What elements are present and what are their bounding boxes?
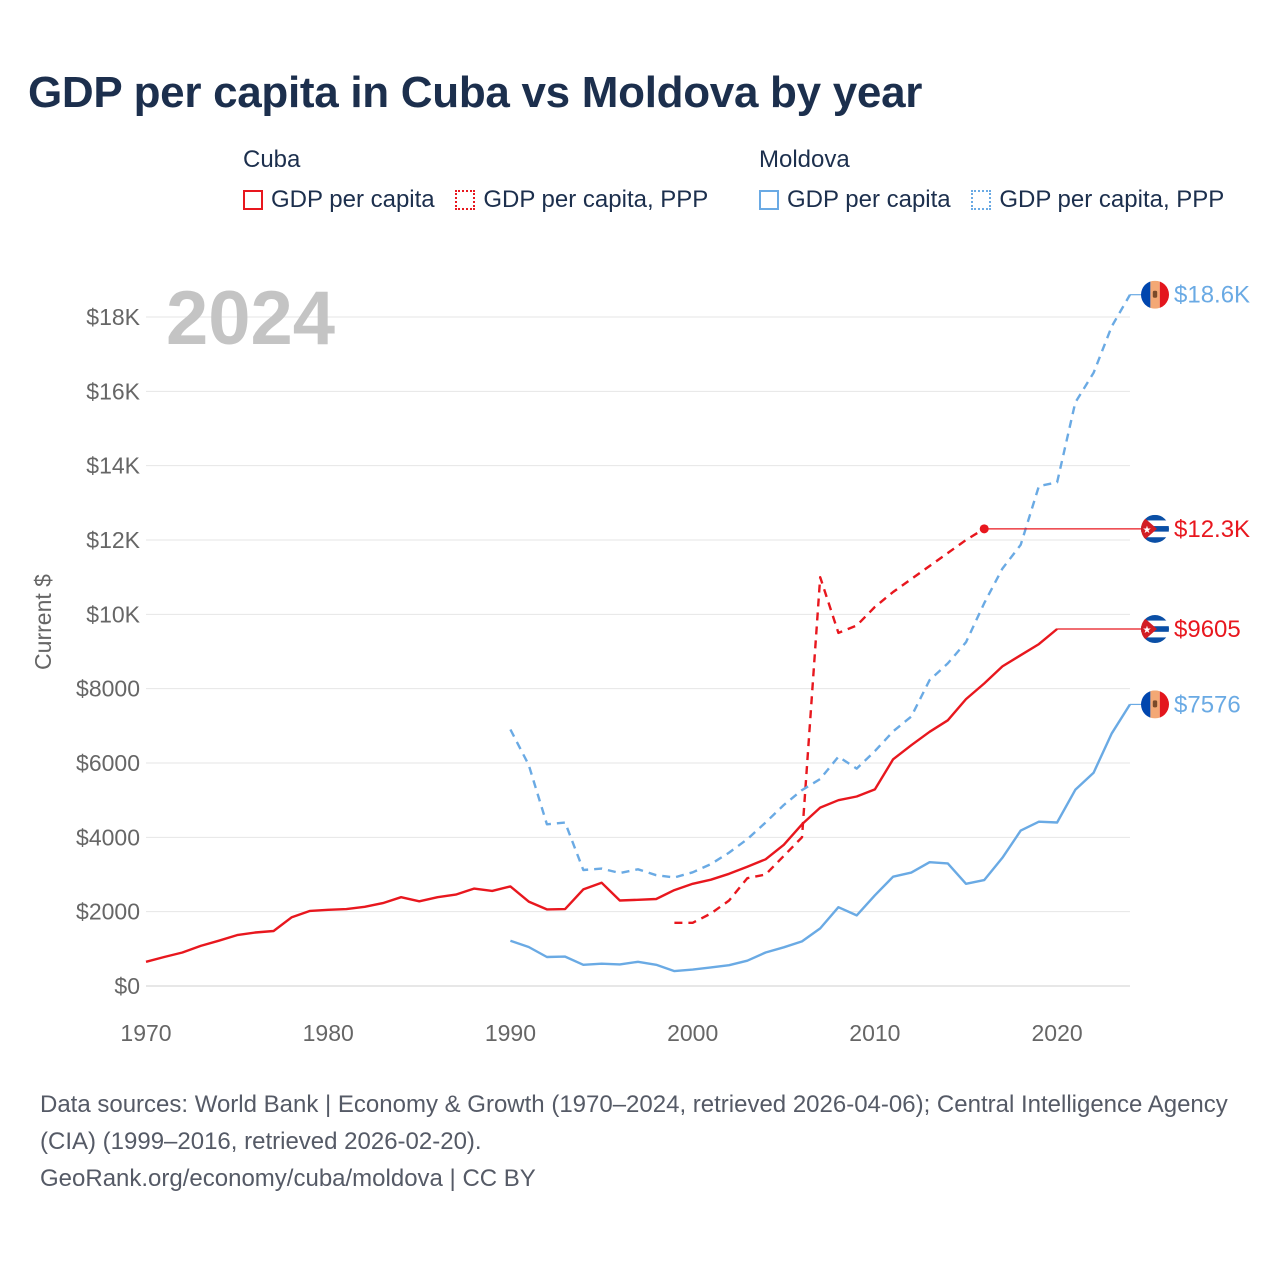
y-tick-label: $10K	[86, 601, 140, 627]
x-tick-label: 1980	[303, 1020, 354, 1046]
legend-moldova-name: Moldova	[759, 146, 850, 173]
series-line-cuba-gdp	[145, 628, 1058, 963]
moldova-flag-icon	[1141, 690, 1169, 719]
moldova-flag-icon	[1141, 280, 1169, 309]
legend-moldova-gdp-swatch	[759, 190, 779, 210]
x-tick-label: 2020	[1032, 1020, 1083, 1046]
svg-text:★: ★	[1143, 625, 1152, 636]
x-axis: 1970 1980 1990 2000 2010 2020	[120, 1020, 1082, 1046]
data-sources: Data sources: World Bank | Economy & Gro…	[40, 1091, 1228, 1155]
source-note: Data sources: World Bank | Economy & Gro…	[40, 1086, 1250, 1197]
legend-moldova-ppp-swatch	[971, 190, 992, 210]
grid-lines	[146, 316, 1130, 987]
legend-moldova-ppp-label: GDP per capita, PPP	[999, 186, 1225, 213]
cuba-flag-icon: ★	[1141, 514, 1169, 543]
x-tick-label: 1970	[120, 1020, 171, 1046]
y-axis: $0 $2000 $4000 $6000 $8000 $10K $12K $14K $16K $1…	[76, 304, 141, 999]
series-end-value: $7576	[1174, 691, 1241, 718]
series-end-point	[979, 524, 989, 534]
legend-cuba-ppp-swatch	[455, 190, 476, 210]
legend-moldova: Moldova GDP per capita GDP per capita, P…	[759, 146, 1238, 217]
credit-link[interactable]: GeoRank.org/economy/cuba/moldova | CC BY	[40, 1165, 536, 1192]
legend-cuba-gdp-swatch	[243, 190, 263, 210]
legend-cuba-name: Cuba	[243, 146, 301, 173]
series-lines	[145, 294, 1132, 973]
y-tick-label: $4000	[76, 824, 140, 850]
legend-moldova-gdp[interactable]: GDP per capita	[759, 186, 951, 214]
legend-cuba: Cuba GDP per capita GDP per capita, PPP	[243, 146, 722, 217]
year-overlay: 2024	[166, 276, 335, 361]
y-tick-label: $18K	[86, 304, 140, 330]
series-line-cuba-ppp	[674, 527, 985, 924]
series-line-moldova-gdp	[510, 703, 1132, 973]
y-tick-label: $2000	[76, 899, 140, 925]
y-tick-label: $14K	[86, 453, 140, 479]
series-end-value: $18.6K	[1174, 282, 1250, 309]
series-line-moldova-ppp	[509, 294, 1132, 879]
legend-cuba-ppp-label: GDP per capita, PPP	[483, 186, 709, 213]
line-chart: $0 $2000 $4000 $6000 $8000 $10K $12K $14K $16K $1…	[30, 276, 1250, 1046]
legend-cuba-ppp[interactable]: GDP per capita, PPP	[455, 186, 708, 214]
y-tick-label: $8000	[76, 676, 140, 702]
chart-title: GDP per capita in Cuba vs Moldova by yea…	[28, 68, 923, 117]
series-end-value: $12.3K	[1174, 516, 1250, 543]
legend-moldova-ppp[interactable]: GDP per capita, PPP	[971, 186, 1224, 214]
y-axis-label: Current $	[30, 574, 56, 670]
x-tick-label: 2000	[667, 1020, 718, 1046]
end-labels: ★ $9605 ★ $12.3K $7576 $18.6K	[979, 280, 1250, 719]
legend-cuba-gdp-label: GDP per capita	[271, 186, 435, 213]
x-tick-label: 1990	[485, 1020, 536, 1046]
y-tick-label: $0	[114, 973, 140, 999]
legend-moldova-gdp-label: GDP per capita	[787, 186, 951, 213]
y-tick-label: $12K	[86, 527, 140, 553]
y-tick-label: $16K	[86, 378, 140, 404]
cuba-flag-icon: ★	[1141, 615, 1169, 644]
y-tick-label: $6000	[76, 750, 140, 776]
series-end-value: $9605	[1174, 616, 1241, 643]
legend-cuba-gdp[interactable]: GDP per capita	[243, 186, 435, 214]
svg-text:★: ★	[1143, 525, 1152, 536]
x-tick-label: 2010	[849, 1020, 900, 1046]
